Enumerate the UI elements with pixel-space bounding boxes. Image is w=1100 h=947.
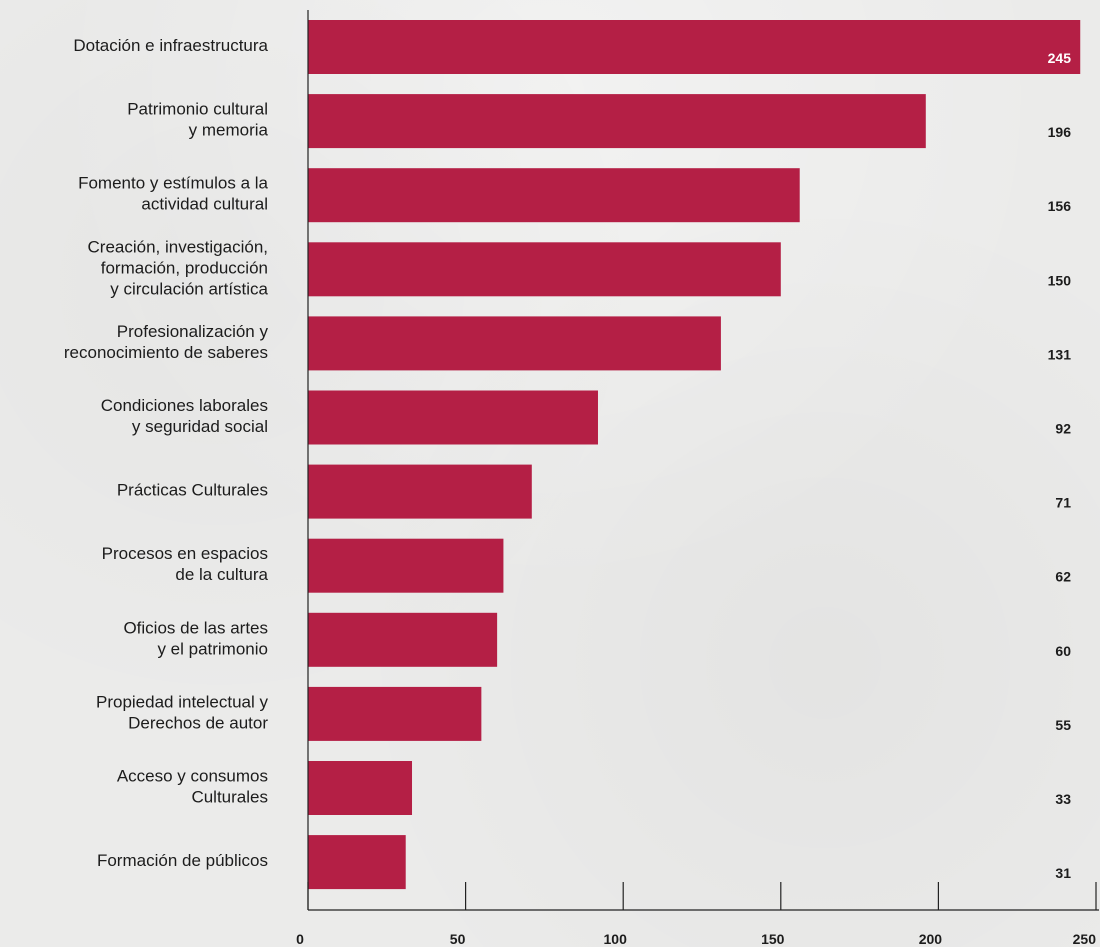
category-label: Dotación e infraestructura	[73, 36, 268, 55]
category-label: Patrimonio cultural y memoria	[127, 100, 268, 140]
value-label: 33	[1055, 791, 1071, 807]
bar	[308, 761, 413, 815]
bar	[308, 538, 504, 593]
category-label: Fomento y estímulos a la actividad cultur…	[78, 174, 268, 214]
category-label: Creación, investigación, formación, produ…	[88, 238, 269, 299]
value-label: 196	[1048, 124, 1072, 140]
value-label: 150	[1048, 272, 1072, 288]
value-label: 55	[1055, 717, 1071, 733]
bar	[308, 242, 781, 297]
bar	[308, 20, 1081, 74]
category-labels: Dotación e infraestructura Patrimonio cul…	[64, 36, 269, 870]
value-label: 62	[1055, 569, 1071, 585]
value-label: 92	[1055, 421, 1071, 437]
value-label: 131	[1048, 346, 1072, 362]
category-label: Propiedad intelectual y Derechos de autor	[96, 693, 269, 733]
category-label: Formación de públicos	[97, 852, 268, 871]
category-label: Procesos en espacios de la cultura	[102, 545, 269, 585]
category-label: Condiciones laborales y seguridad social	[101, 396, 268, 436]
category-label: Profesionalización y reconocimiento de sa…	[64, 322, 269, 362]
bar	[308, 835, 406, 890]
x-tick-label: 250	[1073, 931, 1097, 947]
bar	[308, 94, 926, 149]
bar	[308, 168, 800, 223]
bars-layer	[308, 20, 1081, 890]
value-labels: 245 196 156 150 131 92 71 62 60 55 33 31	[1048, 50, 1072, 881]
bar	[308, 612, 498, 667]
value-label: 60	[1055, 643, 1071, 659]
bar	[308, 464, 532, 519]
value-label: 71	[1055, 495, 1071, 511]
value-label: 31	[1055, 865, 1071, 881]
category-label: Prácticas Culturales	[117, 481, 268, 500]
bar	[308, 390, 598, 445]
category-label: Acceso y consumos Culturales	[117, 767, 268, 807]
category-label: Oficios de las artes y el patrimonio	[123, 619, 268, 659]
x-tick-label: 50	[450, 931, 466, 947]
bar	[308, 686, 482, 741]
value-label: 245	[1048, 50, 1072, 66]
x-tick-label: 150	[761, 931, 785, 947]
x-tick-label: 0	[296, 931, 304, 947]
x-tick-label: 200	[919, 931, 943, 947]
x-axis: 0 50 100 150 200 250	[296, 10, 1099, 947]
value-label: 156	[1048, 198, 1072, 214]
x-tick-label: 100	[604, 931, 628, 947]
bar	[308, 316, 721, 371]
